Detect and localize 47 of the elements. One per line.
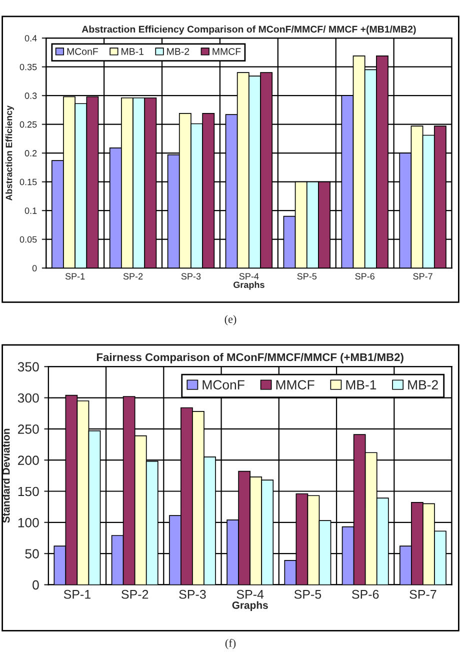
x-tick-label: SP-1 bbox=[64, 590, 90, 599]
y-tick-label: 0.25 bbox=[20, 121, 37, 128]
x-tick-label: SP-4 bbox=[236, 590, 264, 599]
x-tick-label: SP-7 bbox=[410, 590, 436, 599]
y-tick-label: 0 bbox=[32, 265, 37, 272]
y-tick-label: 0.1 bbox=[24, 208, 37, 214]
y-tick-label: 0.4 bbox=[24, 35, 37, 42]
legend-label: MMCF bbox=[212, 48, 241, 55]
legend-label: MB-1 bbox=[346, 380, 376, 390]
y-tick-label: 0.35 bbox=[20, 64, 37, 70]
legend-label: MConF bbox=[67, 48, 98, 55]
x-tick-label: SP-2 bbox=[123, 273, 143, 280]
x-tick-label: SP-6 bbox=[352, 590, 379, 599]
y-tick-label: 0.15 bbox=[20, 178, 37, 186]
y-tick-label: 0.05 bbox=[20, 236, 37, 243]
y-tick-label: 350 bbox=[18, 362, 39, 372]
text: (f) bbox=[225, 638, 236, 650]
y-tick-label: 0.3 bbox=[24, 92, 37, 99]
x-axis-title: Graphs bbox=[232, 601, 268, 611]
x-tick-label: SP-3 bbox=[179, 590, 206, 599]
x-axis-title: Graphs bbox=[234, 281, 264, 290]
text: (e) bbox=[224, 315, 236, 326]
y-axis-title: Abstraction Efficiency bbox=[6, 105, 14, 201]
x-tick-label: SP-4 bbox=[239, 273, 259, 280]
y-tick-label: 150 bbox=[18, 486, 39, 496]
x-tick-label: SP-5 bbox=[294, 590, 322, 599]
x-tick-label: SP-3 bbox=[181, 273, 201, 280]
legend-label: MB-2 bbox=[408, 380, 438, 390]
x-tick-label: SP-6 bbox=[355, 273, 374, 280]
y-axis-title: Standard Deviation bbox=[2, 428, 10, 523]
y-tick-label: 100 bbox=[18, 518, 39, 528]
y-tick-label: 50 bbox=[25, 549, 39, 558]
x-tick-label: SP-2 bbox=[122, 590, 148, 599]
legend-label: MB-1 bbox=[122, 48, 144, 55]
y-tick-label: 200 bbox=[18, 456, 39, 465]
x-tick-label: SP-1 bbox=[65, 273, 85, 280]
y-tick-label: 250 bbox=[18, 424, 39, 434]
legend-label: MB-2 bbox=[167, 48, 190, 55]
legend-label: MConF bbox=[202, 380, 244, 390]
legend-label: MMCF bbox=[276, 380, 314, 390]
x-tick-label: SP-5 bbox=[297, 273, 317, 280]
chart-title: Abstraction Efficiency Comparison of MConF/MMCF/ MMCF +(MB1/MB2) bbox=[82, 26, 416, 35]
chart-title: Fairness Comparison of MConF/MMCF/MMCF (+MB1/MB2) bbox=[96, 353, 404, 364]
y-tick-label: 300 bbox=[18, 393, 39, 403]
y-tick-label: 0 bbox=[32, 580, 39, 590]
x-tick-label: SP-7 bbox=[413, 273, 432, 280]
y-tick-label: 0.2 bbox=[24, 150, 37, 156]
